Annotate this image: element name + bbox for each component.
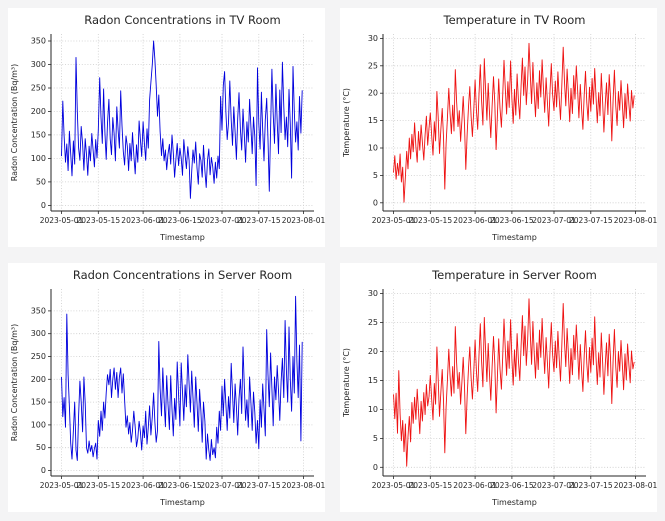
y-tick-label: 20 bbox=[368, 347, 378, 356]
y-tick-label: 5 bbox=[373, 434, 378, 443]
y-tick-label: 150 bbox=[31, 398, 46, 407]
y-tick-label: 250 bbox=[31, 352, 46, 361]
y-tick-label: 100 bbox=[31, 420, 46, 429]
x-tick-label: 2023-06-01 bbox=[121, 216, 165, 225]
x-tick-label: 2023-08-01 bbox=[614, 481, 657, 490]
x-axis-label: Timestamp bbox=[159, 233, 205, 242]
x-tick-label: 2023-05-15 bbox=[77, 216, 121, 225]
x-tick-label: 2023-06-15 bbox=[490, 481, 534, 490]
x-tick-label: 2023-07-01 bbox=[532, 216, 576, 225]
x-axis-label: Timestamp bbox=[159, 498, 205, 507]
y-tick-label: 0 bbox=[373, 198, 378, 207]
x-tick-label: 2023-06-01 bbox=[453, 481, 497, 490]
data-line bbox=[393, 42, 635, 203]
x-tick-label: 2023-06-15 bbox=[490, 216, 534, 225]
x-tick-label: 2023-07-01 bbox=[200, 481, 244, 490]
chart-title: Radon Concentrations in Server Room bbox=[73, 268, 292, 282]
y-tick-label: 30 bbox=[368, 289, 378, 298]
y-tick-label: 30 bbox=[368, 34, 378, 43]
x-tick-label: 2023-05-01 bbox=[372, 481, 416, 490]
x-tick-label: 2023-07-15 bbox=[237, 481, 281, 490]
x-tick-label: 2023-06-15 bbox=[158, 481, 202, 490]
y-tick-label: 50 bbox=[36, 177, 46, 186]
chart-title: Radon Concentrations in TV Room bbox=[84, 13, 281, 27]
y-tick-label: 25 bbox=[368, 61, 378, 70]
y-tick-label: 200 bbox=[31, 107, 46, 116]
x-tick-label: 2023-05-01 bbox=[40, 216, 84, 225]
y-tick-label: 10 bbox=[368, 405, 378, 414]
y-tick-label: 200 bbox=[31, 375, 46, 384]
x-tick-label: 2023-06-01 bbox=[121, 481, 165, 490]
y-tick-label: 300 bbox=[31, 329, 46, 338]
x-axis-label: Timestamp bbox=[491, 233, 537, 242]
x-tick-label: 2023-07-15 bbox=[569, 481, 613, 490]
y-tick-label: 0 bbox=[41, 201, 46, 210]
y-tick-label: 0 bbox=[373, 463, 378, 472]
x-tick-label: 2023-05-15 bbox=[77, 481, 121, 490]
chart-panel-radon-tv-room: 2023-05-01 2023-05-15 2023-06-01 2023-06-15… bbox=[8, 8, 325, 247]
chart-panel-temperature-tv-room: 2023-05-01 2023-05-15 2023-06-01 2023-06-15… bbox=[340, 8, 657, 247]
y-tick-label: 100 bbox=[31, 154, 46, 163]
x-tick-label: 2023-07-01 bbox=[532, 481, 576, 490]
y-tick-label: 150 bbox=[31, 130, 46, 139]
y-tick-label: 350 bbox=[31, 37, 46, 46]
x-tick-label: 2023-07-15 bbox=[237, 216, 281, 225]
y-tick-label: 10 bbox=[368, 144, 378, 153]
x-tick-label: 2023-08-01 bbox=[282, 481, 325, 490]
x-axis-label: Timestamp bbox=[491, 498, 537, 507]
y-axis-label: Temperature (°C) bbox=[342, 88, 351, 158]
data-line bbox=[61, 40, 303, 199]
y-axis-label: Temperature (°C) bbox=[342, 348, 351, 418]
x-tick-label: 2023-05-01 bbox=[372, 216, 416, 225]
data-line bbox=[61, 295, 303, 461]
x-tick-label: 2023-05-01 bbox=[40, 481, 84, 490]
x-tick-label: 2023-05-15 bbox=[409, 481, 453, 490]
chart-title: Temperature in Server Room bbox=[431, 268, 597, 282]
y-tick-label: 25 bbox=[368, 318, 378, 327]
chart-panel-temperature-server-room: 2023-05-01 2023-05-15 2023-06-01 2023-06-15… bbox=[340, 263, 657, 512]
x-tick-label: 2023-07-01 bbox=[200, 216, 244, 225]
y-tick-label: 20 bbox=[368, 89, 378, 98]
y-tick-label: 50 bbox=[36, 443, 46, 452]
y-tick-label: 5 bbox=[373, 171, 378, 180]
x-tick-label: 2023-05-15 bbox=[409, 216, 453, 225]
x-tick-label: 2023-06-15 bbox=[158, 216, 202, 225]
y-axis-label: Radon Concentration (Bq/m³) bbox=[10, 324, 19, 442]
y-tick-label: 350 bbox=[31, 306, 46, 315]
chart-title: Temperature in TV Room bbox=[443, 13, 586, 27]
data-line bbox=[393, 298, 635, 467]
y-tick-label: 0 bbox=[41, 466, 46, 475]
y-tick-label: 300 bbox=[31, 60, 46, 69]
x-tick-label: 2023-06-01 bbox=[453, 216, 497, 225]
x-tick-label: 2023-08-01 bbox=[614, 216, 657, 225]
y-tick-label: 15 bbox=[368, 376, 378, 385]
y-axis-label: Radon Concentration (Bq/m³) bbox=[10, 64, 19, 182]
y-tick-label: 250 bbox=[31, 84, 46, 93]
y-tick-label: 15 bbox=[368, 116, 378, 125]
x-tick-label: 2023-08-01 bbox=[282, 216, 325, 225]
x-tick-label: 2023-07-15 bbox=[569, 216, 613, 225]
chart-panel-radon-server-room: 2023-05-01 2023-05-15 2023-06-01 2023-06-15… bbox=[8, 263, 325, 512]
